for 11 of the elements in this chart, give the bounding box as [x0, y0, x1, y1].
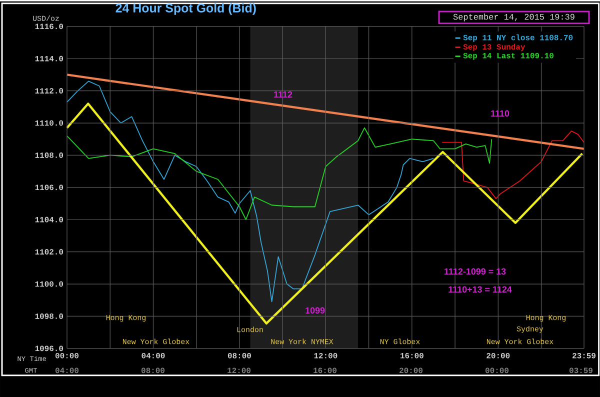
line-series [66, 127, 492, 220]
annotation: 1110 [491, 110, 510, 116]
chart-title: 24 Hour Spot Gold (Bid) [116, 3, 256, 15]
chart-subtitle: September 14, 2015 19:39 [453, 13, 574, 22]
line-series [66, 80, 434, 302]
annotation: 1112-1099 = 13 [444, 268, 506, 274]
annotation: 1110+13 = 1124 [448, 286, 512, 292]
annotation: 1112 [274, 91, 292, 98]
annotation: 1099 [306, 307, 325, 314]
line-series [442, 130, 584, 199]
line-series [66, 102, 584, 324]
